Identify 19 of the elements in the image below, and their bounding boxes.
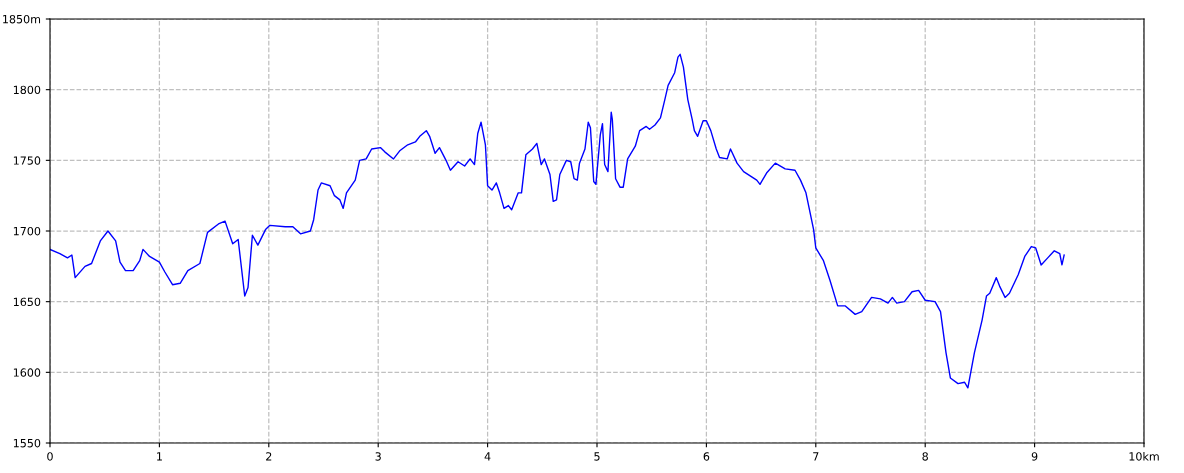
x-tick-label: 3 (375, 452, 381, 461)
x-tick-label: 0 (47, 452, 53, 461)
x-tick-label: 4 (484, 452, 491, 461)
y-tick-label: 1700 (13, 226, 41, 236)
y-tick-label: 1650 (13, 297, 41, 307)
x-tick-label: 9 (1031, 452, 1038, 461)
x-tick-label: 5 (594, 452, 600, 461)
y-tick-label: 1750 (13, 156, 41, 165)
y-tick-label: 1800 (13, 85, 41, 95)
y-tick-label: 1850m (3, 14, 41, 24)
x-tick-label: 7 (813, 452, 819, 461)
x-tick-label: 6 (703, 452, 710, 461)
x-tick-label: 1 (157, 452, 162, 461)
x-tick-label: 10km (1129, 452, 1159, 461)
y-tick-label: 1600 (13, 368, 41, 377)
line-series (50, 53, 1065, 389)
x-tick-label: 8 (922, 452, 928, 461)
x-tick-label: 2 (266, 452, 272, 461)
y-tick-label: 1550 (13, 438, 41, 448)
